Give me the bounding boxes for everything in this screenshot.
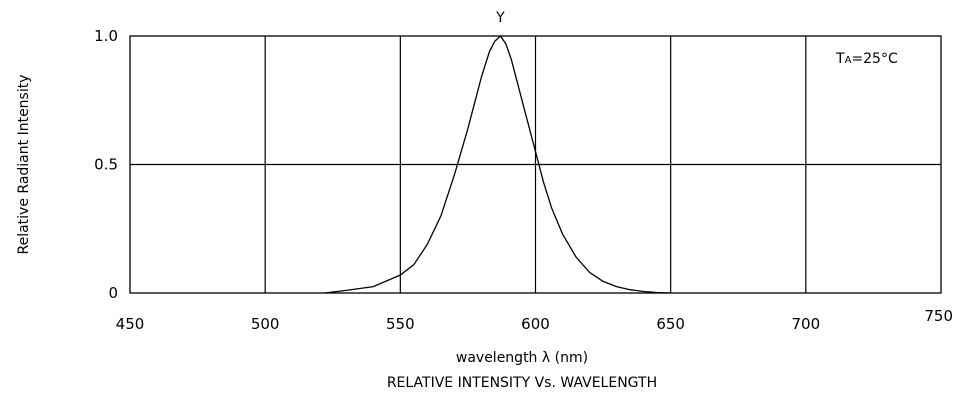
plot-frame: [129, 35, 942, 294]
grid: [130, 36, 941, 293]
series-curve-y: [324, 35, 671, 294]
temperature-annotation: TA=25°C: [835, 51, 898, 67]
y-tick-label: 1.0: [94, 27, 118, 45]
y-tick-label: 0.5: [94, 156, 118, 174]
annotation-suffix: =25°C: [851, 51, 898, 67]
x-tick-label: 450: [116, 315, 145, 333]
x-tick-label: 500: [251, 315, 280, 333]
x-axis-label: wavelength λ (nm): [456, 350, 588, 366]
chart-title: RELATIVE INTENSITY Vs. WAVELENGTH: [387, 375, 657, 391]
x-tick-labels: 450 500 550 600 650 700 750: [116, 307, 953, 333]
y-tick-labels: 0 0.5 1.0: [94, 27, 118, 302]
annotation-prefix: T: [835, 51, 845, 67]
y-tick-label: 0: [108, 284, 118, 302]
series-label: Y: [495, 10, 505, 26]
x-tick-label: 600: [521, 315, 550, 333]
x-tick-label: 550: [386, 315, 415, 333]
annotation-subscript: A: [845, 55, 852, 66]
x-tick-label: 650: [656, 315, 685, 333]
x-tick-label: 750: [924, 307, 953, 325]
y-axis-label: Relative Radiant Intensity: [16, 74, 32, 254]
x-tick-label: 700: [792, 315, 821, 333]
